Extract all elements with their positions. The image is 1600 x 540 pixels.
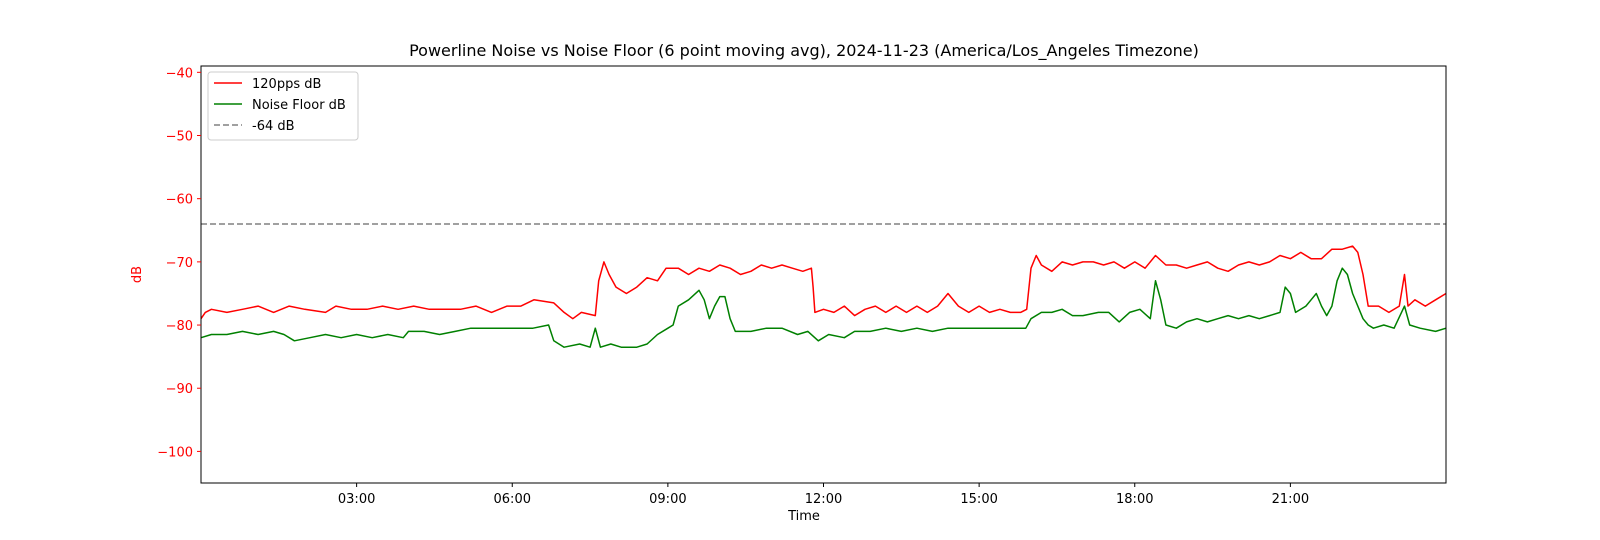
x-tick-label: 18:00 [1116,492,1153,507]
y-tick-label: −70 [166,256,193,271]
x-tick-label: 06:00 [494,492,531,507]
legend-label-120pps: 120pps dB [252,77,321,92]
x-axis-label: Time [787,509,820,524]
y-tick-label: −100 [157,445,193,460]
y-axis: −40 −50 −60 −70 −80 −90 −100 [157,66,201,460]
x-axis: 03:00 06:00 09:00 12:00 15:00 18:00 21:00 [338,483,1309,507]
chart-title: Powerline Noise vs Noise Floor (6 point … [409,41,1199,61]
legend: 120pps dB Noise Floor dB -64 dB [207,71,359,141]
series-line-noise-floor [200,267,1447,348]
y-tick-label: −80 [166,319,193,334]
x-tick-label: 15:00 [960,492,997,507]
plot-area [200,223,1447,348]
x-tick-label: 03:00 [338,492,375,507]
y-tick-label: −50 [166,130,193,145]
y-tick-label: −60 [166,193,193,208]
x-tick-label: 09:00 [649,492,686,507]
series-line-120pps [200,245,1447,320]
legend-label-noise-floor: Noise Floor dB [252,98,346,113]
y-tick-label: −90 [166,382,193,397]
legend-box [207,71,359,141]
y-axis-label: dB [130,266,145,283]
x-tick-label: 12:00 [805,492,842,507]
x-tick-label: 21:00 [1272,492,1309,507]
y-tick-label: −40 [166,66,193,81]
legend-label-reference: -64 dB [252,119,295,134]
